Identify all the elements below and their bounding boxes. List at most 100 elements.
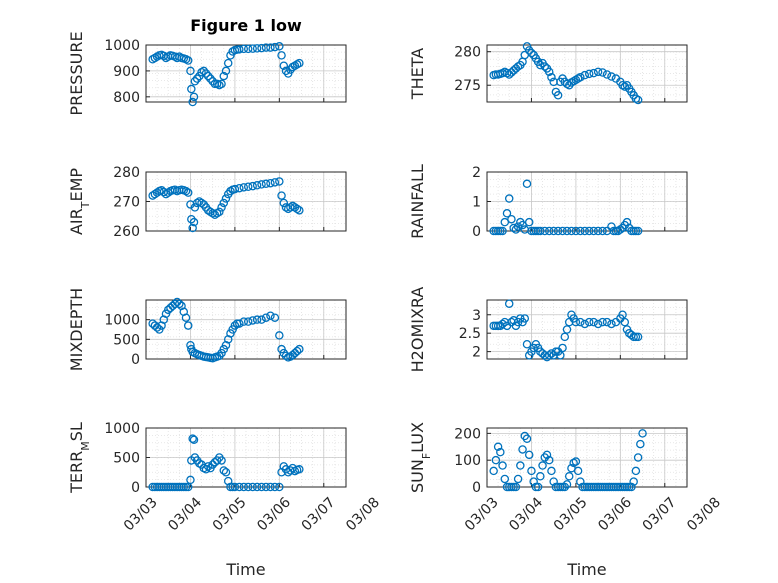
x-tick-label: 03/07 bbox=[299, 494, 339, 534]
data-point bbox=[540, 453, 550, 462]
data-point bbox=[593, 226, 603, 236]
data-point bbox=[589, 317, 598, 327]
y-axis-label: PRESSURE bbox=[67, 31, 86, 115]
y-tick-label: 0 bbox=[131, 352, 140, 368]
data-point bbox=[248, 181, 257, 191]
data-point bbox=[589, 226, 598, 236]
data-point bbox=[215, 207, 224, 217]
data-point bbox=[221, 467, 231, 477]
panel-top-right: 275 280 THETA bbox=[408, 42, 688, 105]
data-point bbox=[593, 67, 603, 77]
data-point bbox=[295, 206, 304, 215]
y-label-subscript: M bbox=[79, 441, 92, 451]
x-tick-label: 03/04 bbox=[165, 494, 205, 534]
data-point bbox=[219, 466, 229, 475]
y-tick-label: 0 bbox=[472, 480, 481, 496]
data-point bbox=[261, 43, 271, 52]
y-tick-label: 260 bbox=[113, 224, 140, 240]
data-point bbox=[208, 77, 217, 86]
data-point bbox=[266, 43, 275, 52]
data-point bbox=[618, 310, 627, 319]
y-tick-label: 100 bbox=[454, 453, 481, 469]
data-point bbox=[544, 226, 554, 236]
data-point bbox=[223, 58, 233, 68]
data-point bbox=[571, 317, 581, 327]
data-point bbox=[504, 194, 514, 203]
data-point bbox=[513, 222, 523, 231]
data-point bbox=[188, 97, 197, 107]
data-point bbox=[544, 67, 554, 77]
data-point bbox=[277, 191, 286, 200]
data-point bbox=[522, 339, 532, 349]
x-tick-label: 03/05 bbox=[210, 494, 250, 534]
data-point bbox=[295, 465, 304, 474]
data-point bbox=[536, 60, 545, 70]
data-point bbox=[562, 480, 572, 489]
data-point bbox=[279, 61, 289, 70]
data-point bbox=[584, 69, 594, 79]
data-point bbox=[520, 431, 530, 441]
data-point bbox=[633, 95, 643, 105]
y-axis-label: AIRTEMP bbox=[67, 168, 92, 235]
data-point bbox=[520, 225, 530, 234]
data-point bbox=[275, 331, 284, 340]
data-point bbox=[633, 332, 643, 342]
data-point bbox=[292, 346, 302, 356]
data-point bbox=[257, 482, 266, 492]
data-point bbox=[636, 439, 645, 449]
data-point bbox=[562, 226, 572, 236]
y-tick-label: 1000 bbox=[104, 421, 140, 437]
data-point bbox=[576, 317, 585, 327]
y-tick-label: 2 bbox=[472, 345, 481, 361]
data-point bbox=[620, 317, 630, 327]
data-point bbox=[540, 62, 550, 71]
axes-box bbox=[145, 44, 347, 103]
data-point bbox=[203, 462, 213, 471]
data-point bbox=[502, 209, 512, 218]
y-label-main: RAINFALL bbox=[408, 164, 427, 239]
data-point bbox=[239, 317, 249, 326]
data-point bbox=[235, 183, 244, 193]
chart-title: Figure 1 low bbox=[190, 16, 302, 35]
data-point bbox=[226, 186, 235, 196]
data-point bbox=[243, 182, 253, 191]
y-axis-label: RAINFALL bbox=[408, 164, 427, 239]
data-point bbox=[500, 474, 510, 484]
data-point bbox=[498, 319, 507, 329]
data-point bbox=[549, 477, 558, 486]
data-point bbox=[540, 226, 550, 236]
data-point bbox=[235, 482, 244, 492]
y-label-main: PRESSURE bbox=[67, 31, 86, 115]
data-point bbox=[270, 42, 280, 52]
data-point bbox=[163, 188, 173, 197]
y-label-main: AIR bbox=[67, 208, 86, 235]
data-point bbox=[183, 56, 193, 65]
data-point bbox=[188, 223, 197, 233]
data-point bbox=[507, 214, 516, 224]
y-tick-label: 800 bbox=[113, 90, 140, 106]
data-point bbox=[491, 455, 501, 465]
panel-bottom-left: 0 500 1000 03/03 03/04 03/05 03/06 03/07 03/08 TE… bbox=[67, 421, 383, 534]
data-point bbox=[190, 203, 200, 212]
y-label-main: TERR bbox=[67, 451, 86, 494]
data-point bbox=[562, 325, 572, 334]
data-point bbox=[275, 177, 284, 186]
data-point bbox=[230, 482, 240, 492]
y-label-main: MIXDEPTH bbox=[67, 288, 86, 371]
data-point bbox=[186, 475, 195, 485]
data-point bbox=[181, 186, 191, 196]
data-point bbox=[602, 317, 612, 327]
axes-box bbox=[486, 44, 688, 103]
y-label-tail: SL bbox=[67, 422, 86, 441]
data-point bbox=[248, 44, 257, 53]
data-point bbox=[266, 178, 275, 188]
data-point bbox=[522, 42, 532, 51]
data-point bbox=[567, 226, 576, 236]
y-label-main: THETA bbox=[408, 48, 427, 100]
data-point bbox=[190, 77, 200, 86]
data-point bbox=[188, 434, 197, 443]
data-point bbox=[277, 51, 286, 60]
data-point bbox=[243, 482, 253, 492]
data-point bbox=[533, 482, 543, 492]
data-point bbox=[197, 198, 206, 208]
